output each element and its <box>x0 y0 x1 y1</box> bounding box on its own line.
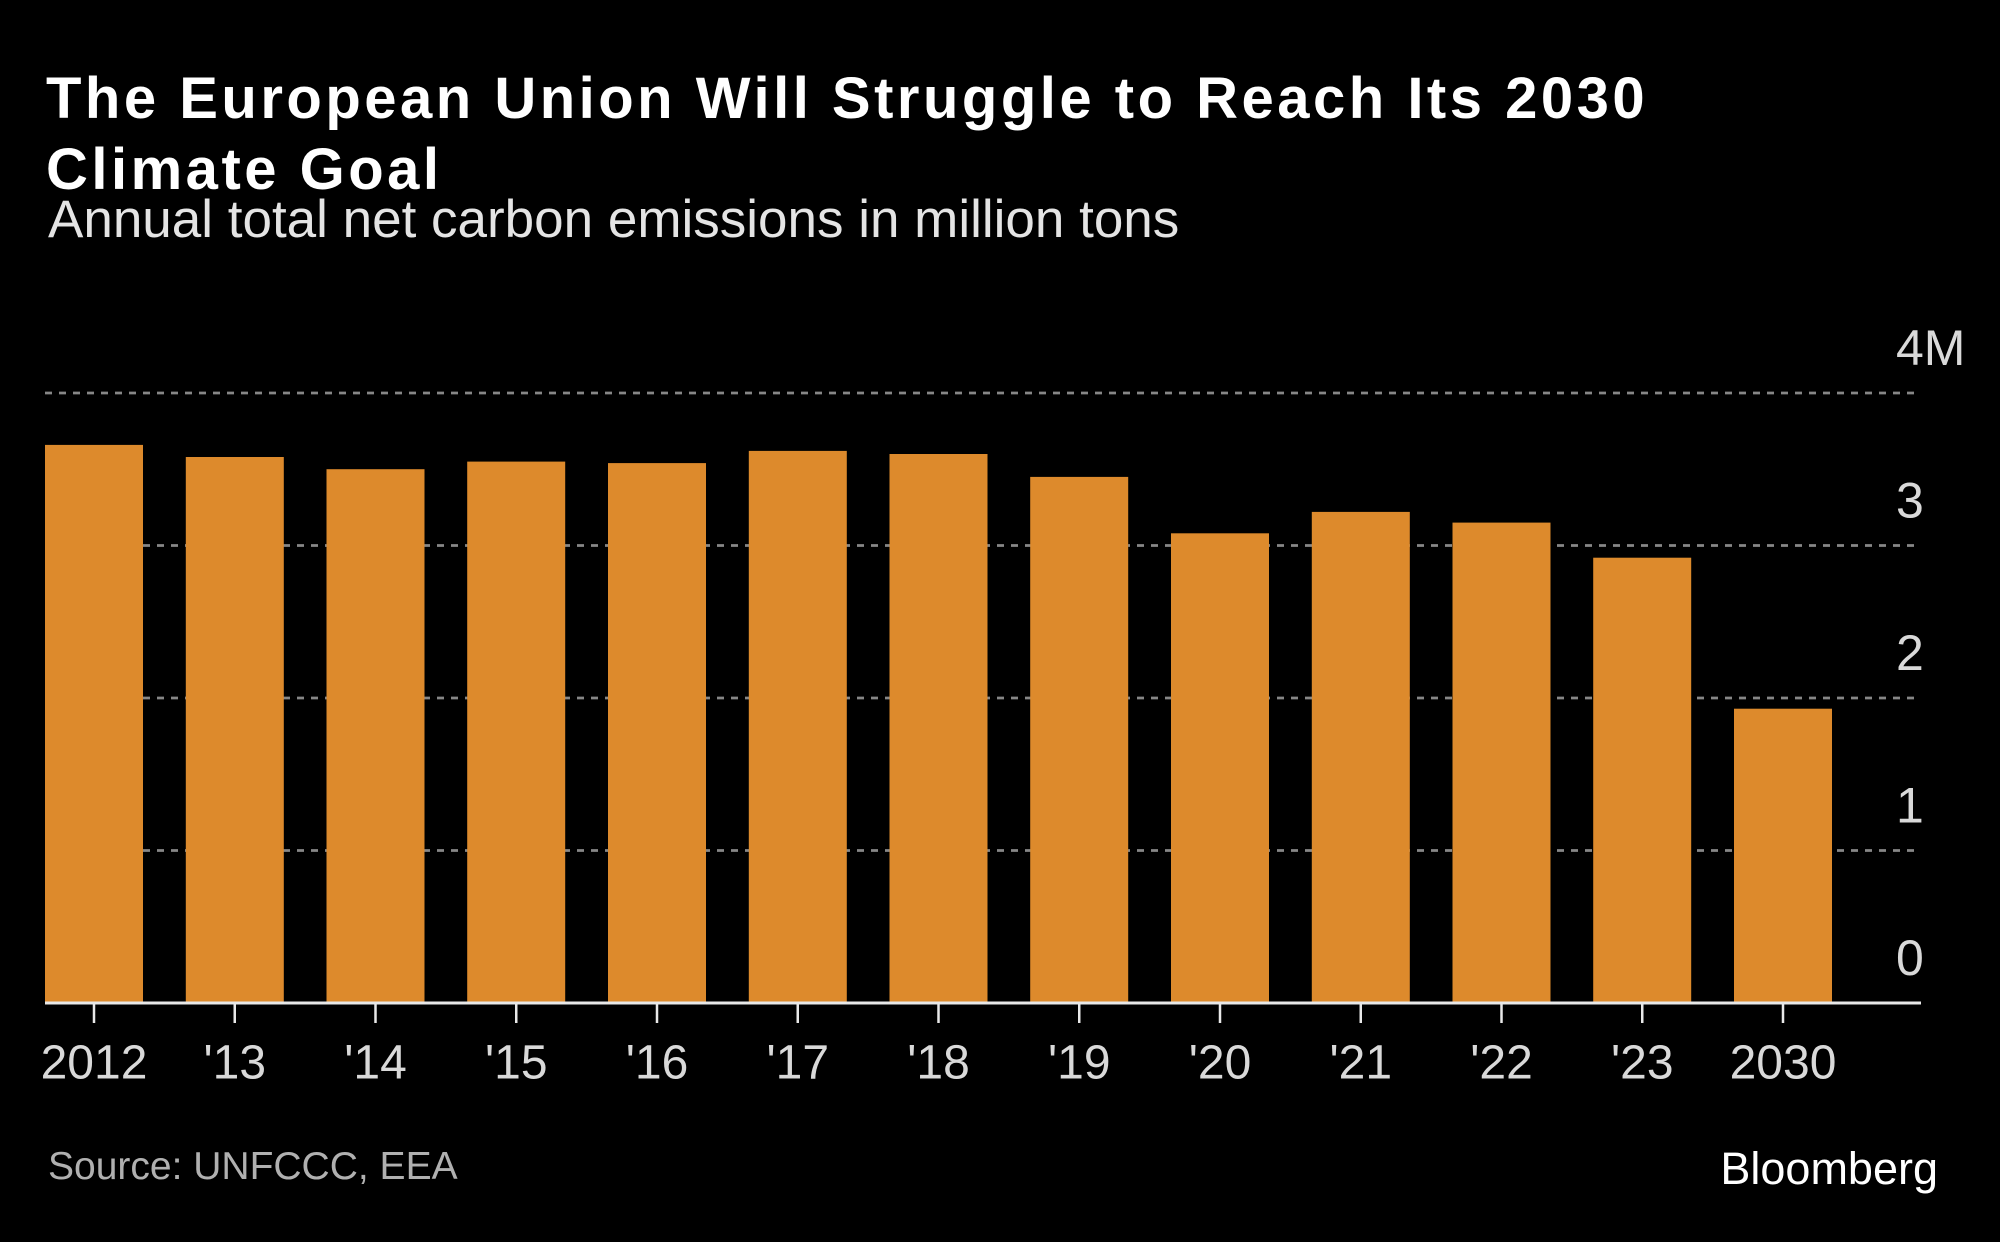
svg-text:'19: '19 <box>1048 1037 1111 1090</box>
svg-text:'21: '21 <box>1329 1037 1392 1090</box>
svg-text:'15: '15 <box>485 1037 548 1090</box>
svg-text:'23: '23 <box>1611 1037 1674 1090</box>
svg-text:'18: '18 <box>907 1037 970 1090</box>
svg-text:2: 2 <box>1896 625 1924 681</box>
svg-text:'13: '13 <box>203 1037 266 1090</box>
svg-text:2030: 2030 <box>1730 1037 1837 1090</box>
svg-text:'16: '16 <box>626 1037 689 1090</box>
svg-text:0: 0 <box>1896 930 1924 986</box>
svg-text:'14: '14 <box>344 1037 407 1090</box>
svg-text:2012: 2012 <box>41 1037 148 1090</box>
svg-text:'20: '20 <box>1189 1037 1252 1090</box>
svg-text:1: 1 <box>1896 778 1924 834</box>
svg-text:3: 3 <box>1896 473 1924 529</box>
svg-text:'22: '22 <box>1470 1037 1533 1090</box>
svg-text:'17: '17 <box>766 1037 829 1090</box>
svg-text:4M: 4M <box>1896 320 1965 376</box>
